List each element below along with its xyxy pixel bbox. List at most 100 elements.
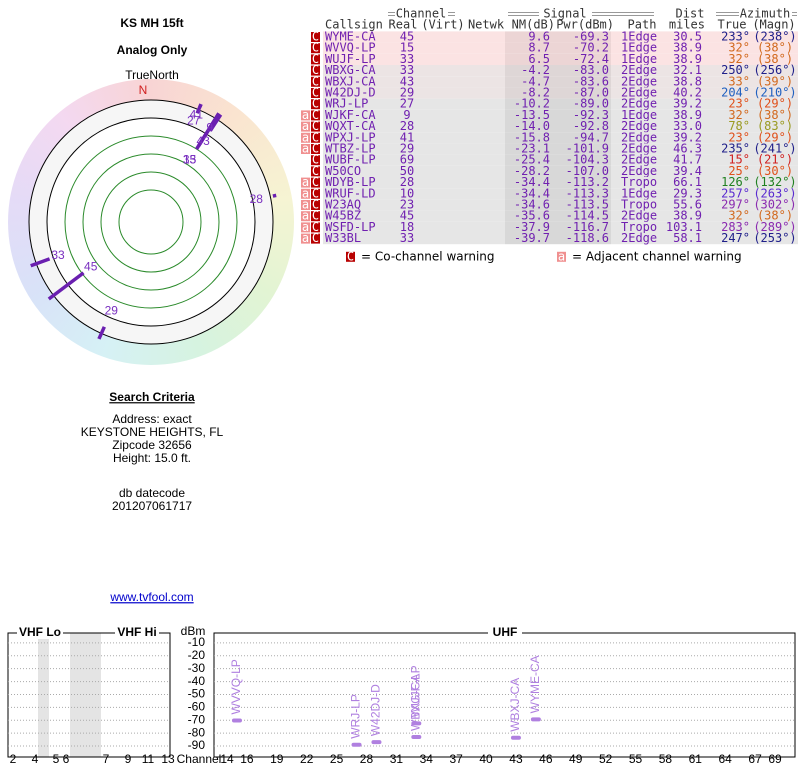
legend-icon (557, 251, 566, 262)
cell: 126° (721, 175, 750, 189)
station-label: W42DJ-D (369, 684, 383, 736)
warning-icon (311, 144, 320, 154)
cell: 32° (728, 108, 750, 122)
cell: 28 (400, 175, 414, 189)
warning-icon (301, 110, 310, 121)
cell: (256°) (753, 63, 796, 77)
cell: 29 (400, 86, 414, 100)
signal-marker (30, 257, 51, 268)
legend-text: = Co-channel warning (361, 249, 495, 263)
cell: -83.0 (573, 63, 609, 77)
warning-icon (301, 144, 310, 154)
y-tick-label: -60 (188, 700, 206, 714)
signal-label: 43 (196, 134, 210, 148)
cell: -23.1 (514, 142, 550, 156)
cell: (253°) (753, 231, 796, 245)
row-background (323, 53, 798, 65)
cell: 2Edge (621, 119, 657, 133)
gap-band (38, 633, 49, 757)
column-header: True (718, 18, 747, 32)
cell: 38.8 (673, 74, 702, 88)
signal-shade (505, 87, 611, 99)
spectrum-chart: VHF Lo VHF Hi UHFdBm-10-20-30-40-50-60-70-… (7, 624, 796, 766)
x-tick-label: 16 (240, 752, 254, 766)
warning-icon (301, 132, 310, 143)
cell: 9.6 (528, 30, 550, 44)
cell: (30°) (757, 164, 793, 178)
row-background (323, 221, 798, 233)
cell: (210°) (753, 86, 796, 100)
signal-label: 45 (84, 260, 98, 274)
y-tick-label: -70 (188, 712, 206, 726)
signal-shade (505, 165, 611, 177)
column-header: (Magn) (752, 18, 795, 32)
warning-icon (311, 222, 320, 233)
warning-flag: a (302, 209, 309, 223)
warning-icon (311, 32, 320, 42)
signal-shade (505, 143, 611, 155)
polar-ring (64, 135, 238, 309)
warning-icon (311, 54, 320, 65)
cell: WSFD-LP (325, 220, 376, 234)
cell: 18 (400, 220, 414, 234)
site-link[interactable]: www.tvfool.com (109, 590, 193, 604)
y-tick-label: -10 (188, 635, 206, 649)
cell: 15 (400, 41, 414, 55)
cell: 250° (721, 63, 750, 77)
column-header: Netwk (468, 18, 505, 32)
column-header: NM(dB) (512, 18, 555, 32)
cell: -39.7 (514, 231, 550, 245)
y-tick-label: -30 (188, 661, 206, 675)
cell: 33 (400, 231, 414, 245)
cell: 15° (728, 153, 750, 167)
warning-flag: C (312, 41, 319, 55)
row-background (323, 154, 798, 166)
cell: 297° (721, 198, 750, 212)
cell: -28.2 (514, 164, 550, 178)
column-header: Path (628, 18, 657, 32)
signal-marker (47, 271, 85, 301)
group-header: Signal (543, 7, 586, 21)
warning-flag: C (312, 209, 319, 223)
band-label-bg (488, 627, 522, 639)
warning-icon (301, 222, 310, 233)
station-label: WBXG-CA (408, 674, 422, 731)
cell: 2Edge (621, 231, 657, 245)
cell: (241°) (753, 142, 796, 156)
warning-flag: C (312, 108, 319, 122)
cell: WVVQ-LP (325, 41, 376, 55)
warning-flag: a (302, 142, 309, 156)
cell: (29°) (757, 130, 793, 144)
signal-shade (505, 233, 611, 245)
signal-shade (505, 76, 611, 88)
cell: 46.3 (673, 142, 702, 156)
cell: 29.3 (673, 186, 702, 200)
cell: WBXG-CA (325, 63, 376, 77)
signal-shade (505, 221, 611, 233)
cell: 235° (721, 142, 750, 156)
x-tick-label: 52 (599, 752, 613, 766)
cell: W45BZ (325, 209, 361, 223)
cell: (21°) (757, 153, 793, 167)
cell: (83°) (757, 119, 793, 133)
signal-label: 33 (183, 152, 197, 166)
row-background (323, 109, 798, 121)
cell: 283° (721, 220, 750, 234)
cell: Tropo (621, 198, 657, 212)
cell: 23° (728, 130, 750, 144)
cell: WJKF-CA (325, 108, 376, 122)
x-tick-label: 58 (659, 752, 673, 766)
signal-shade (505, 109, 611, 121)
legend-icon (346, 251, 355, 262)
warning-icon (301, 121, 310, 132)
warning-flag: a (302, 220, 309, 234)
true-north-label: TrueNorth (125, 68, 179, 82)
warning-icon (301, 211, 310, 222)
cell: 28 (400, 119, 414, 133)
row-background (323, 188, 798, 200)
row-background (323, 143, 798, 155)
cell: 2Edge (621, 153, 657, 167)
cell: 1Edge (621, 186, 657, 200)
cell: -92.3 (573, 108, 609, 122)
x-tick-label: 13 (161, 752, 175, 766)
